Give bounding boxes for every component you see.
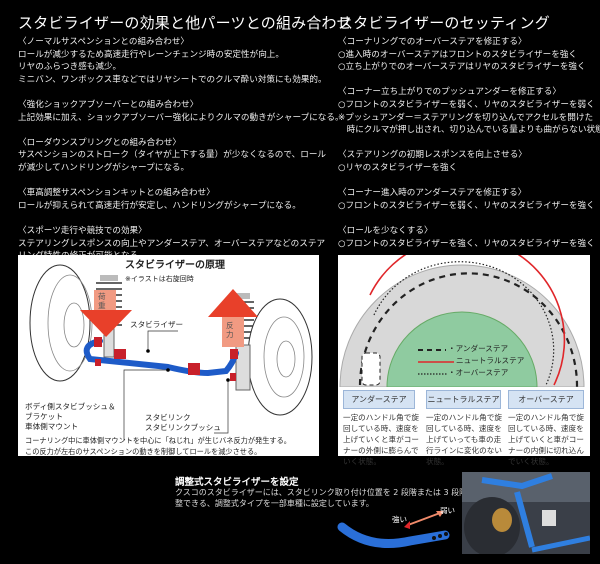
group-line: ○フロントのスタビライザーを強く、リヤのスタビライザーを強く — [338, 238, 595, 249]
group-line: ミニバン、ワンボックス車などではリヤシートでのクルマ酔い対策にも効果的。 — [18, 74, 327, 85]
adjust-line-1: クスコのスタビライザーには、スタビリンク取り付け位置を 2 段階または 3 段階… — [175, 488, 484, 497]
group-line: 上記効果に加え、ショックアブソーバー強化によりクルマの動きがシャープになる。 — [18, 112, 344, 123]
group-heading: 〈車高調整サスペンションキットとの組み合わせ〉 — [18, 188, 215, 199]
principle-title: スタビライザーの原理 — [125, 260, 225, 271]
group-heading: 〈ロールを少なくする〉 — [338, 225, 433, 236]
group-heading: 〈ローダウンスプリングとの組み合わせ〉 — [18, 137, 182, 148]
reaction-arrow — [208, 289, 258, 317]
principle-note: ※イラストは右旋回時 — [125, 275, 194, 283]
bush-label-2: ブラケット — [25, 412, 63, 421]
group-line: ○フロントのスタビライザーを弱く、リヤのスタビライザーを弱く — [338, 99, 595, 110]
bush-label-1: ボディ側スタビブッシュ＆ — [25, 402, 116, 411]
corner-illustration — [339, 255, 585, 387]
group-heading: 〈ノーマルサスペンションとの組み合わせ〉 — [18, 37, 190, 47]
load-arrow — [80, 310, 132, 337]
left-group: 〈車高調整サスペンションキットとの組み合わせ〉 ロールが抑えられて高速走行が安定し… — [18, 187, 344, 212]
group-line: ○リヤのスタビライザーを強く — [338, 162, 458, 173]
legend-neutral: ニュートラルステア — [456, 356, 525, 365]
adjust-title: 調整式スタビライザーを設定 — [175, 477, 299, 488]
group-line: が減少してハンドリングがシャープになる。 — [18, 162, 190, 173]
understeer-box: アンダーステア — [343, 390, 415, 409]
neutral-desc: 一定のハンドル角で旋回している時、速度を上げていっても車の走行ラインに変化のない… — [426, 413, 502, 466]
principle-caption-1: コーナリング中に車体側マウントを中心に「ねじれ」が生じバネ反力が発生する。 — [25, 436, 291, 445]
group-line: ○進入時のオーバーステアはフロントのスタビライザーを強く — [338, 49, 578, 60]
oversteer-desc: 一定のハンドル角で旋回している時、速度を上げていくと車がコーナーの内側に切れ込ん… — [508, 413, 584, 466]
group-line: サスペンションのストローク（タイヤが上下する量）が少なくなるので、ロール — [18, 150, 327, 161]
group-heading: 〈コーナー立ち上がりでのプッシュアンダーを修正する〉 — [338, 87, 561, 98]
right-group: 〈ロールを少なくする〉 ○フロントのスタビライザーを強く、リヤのスタビライザーを強… — [338, 225, 600, 250]
right-group: 〈コーナー立ち上がりでのプッシュアンダーを修正する〉 ○フロントのスタビライザーを… — [338, 86, 600, 136]
group-line: ○フロントのスタビライザーを弱く、リヤのスタビライザーを強く — [338, 200, 595, 211]
group-line: 時にクルマが押し出され、切り込んでいる量よりも曲がらない状態 — [338, 125, 600, 136]
group-heading: 〈ステアリングの初期レスポンスを向上させる〉 — [338, 150, 527, 161]
right-text-column: 〈コーナリングでのオーバーステアを修正する〉 ○進入時のオーバーステアはフロントの… — [338, 36, 600, 263]
strong-label: 強い — [392, 515, 407, 524]
right-group: 〈コーナー進入時のアンダーステアを修正する〉 ○フロントのスタビライザーを弱く、リ… — [338, 187, 600, 212]
installed-stabilizer-photo — [462, 472, 590, 554]
load-label: 荷重 — [98, 292, 106, 310]
left-group: 〈ローダウンスプリングとの組み合わせ〉サスペンションのストローク（タイヤが上下す… — [18, 137, 344, 175]
oversteer-line — [373, 261, 555, 386]
link-label-1: スタビリンク — [145, 413, 191, 422]
neutral-steer-line — [369, 255, 566, 386]
adjust-line-2: 整できる、調整式タイプを一部車種に設定しています。 — [175, 499, 374, 508]
legend-oversteer: ・オーバーステア — [448, 368, 509, 377]
bush-label-3: 車体側マウント — [25, 422, 79, 431]
group-line: ステアリングレスポンスの向上やアンダーステア、オーバーステアなどのステア — [18, 238, 326, 249]
right-title: スタビライザーのセッティング — [338, 14, 550, 32]
left-text-column: 〈ノーマルサスペンションとの組み合わせ〉ロールが減少するため高速走行やレーンチェ… — [18, 36, 344, 275]
reaction-label: 反力 — [226, 321, 234, 339]
left-group: 〈ノーマルサスペンションとの組み合わせ〉ロールが減少するため高速走行やレーンチェ… — [18, 36, 344, 86]
steer-characteristics-diagram: ・アンダーステア ニュートラルステア ・オーバーステア アンダーステア ニュート… — [338, 255, 590, 466]
group-heading: 〈スポーツ走行や競技での効果〉 — [18, 225, 147, 236]
right-group: 〈ステアリングの初期レスポンスを向上させる〉 ○リヤのスタビライザーを強く — [338, 149, 600, 174]
group-line: ロールが減少するため高速走行やレーンチェンジ時の安定性が向上。 — [18, 49, 284, 60]
car-icon — [361, 352, 381, 386]
adjustable-stabilizer-illustration — [337, 511, 450, 548]
understeer-desc: 一定のハンドル角で旋回している時、速度を上げていくと車がコーナーの外側に膨らんで… — [343, 413, 419, 466]
suspension-illustration — [29, 264, 313, 440]
group-line: ロールが抑えられて高速走行が安定し、ハンドリングがシャープになる。 — [18, 200, 301, 211]
group-heading: 〈コーナリングでのオーバーステアを修正する〉 — [338, 37, 527, 47]
group-line: ※プッシュアンダー＝ステアリングを切り込んでアクセルを開けた — [338, 112, 594, 123]
principle-caption-2: この反力が左右のサスペンションの動きを制御してロールを減少させる。 — [25, 447, 262, 456]
neutral-box: ニュートラルステア — [426, 390, 501, 409]
legend-understeer: ・アンダーステア — [448, 344, 509, 353]
oversteer-box: オーバーステア — [508, 390, 584, 409]
group-heading: 〈コーナー進入時のアンダーステアを修正する〉 — [338, 188, 527, 199]
group-line: リヤのふらつき感も減少。 — [18, 62, 122, 73]
weak-label: 弱い — [440, 506, 455, 515]
group-line: ○立ち上がりでのオーバーステアはリヤのスタビライザーを強く — [338, 62, 586, 73]
left-title: スタビライザーの効果と他パーツとの組み合わせ — [18, 14, 352, 32]
stabilizer-principle-diagram: スタビライザーの原理 ※イラストは右旋回時 荷重 反力 スタビライザー ボディ側… — [18, 255, 319, 456]
right-group: 〈コーナリングでのオーバーステアを修正する〉 ○進入時のオーバーステアはフロントの… — [338, 36, 600, 74]
link-label-2: スタビリンクブッシュ — [145, 423, 221, 432]
group-heading: 〈強化ショックアブソーバーとの組み合わせ〉 — [18, 99, 199, 110]
stabilizer-label: スタビライザー — [130, 320, 184, 329]
left-group: 〈強化ショックアブソーバーとの組み合わせ〉上記効果に加え、ショックアブソーバー強… — [18, 99, 344, 124]
